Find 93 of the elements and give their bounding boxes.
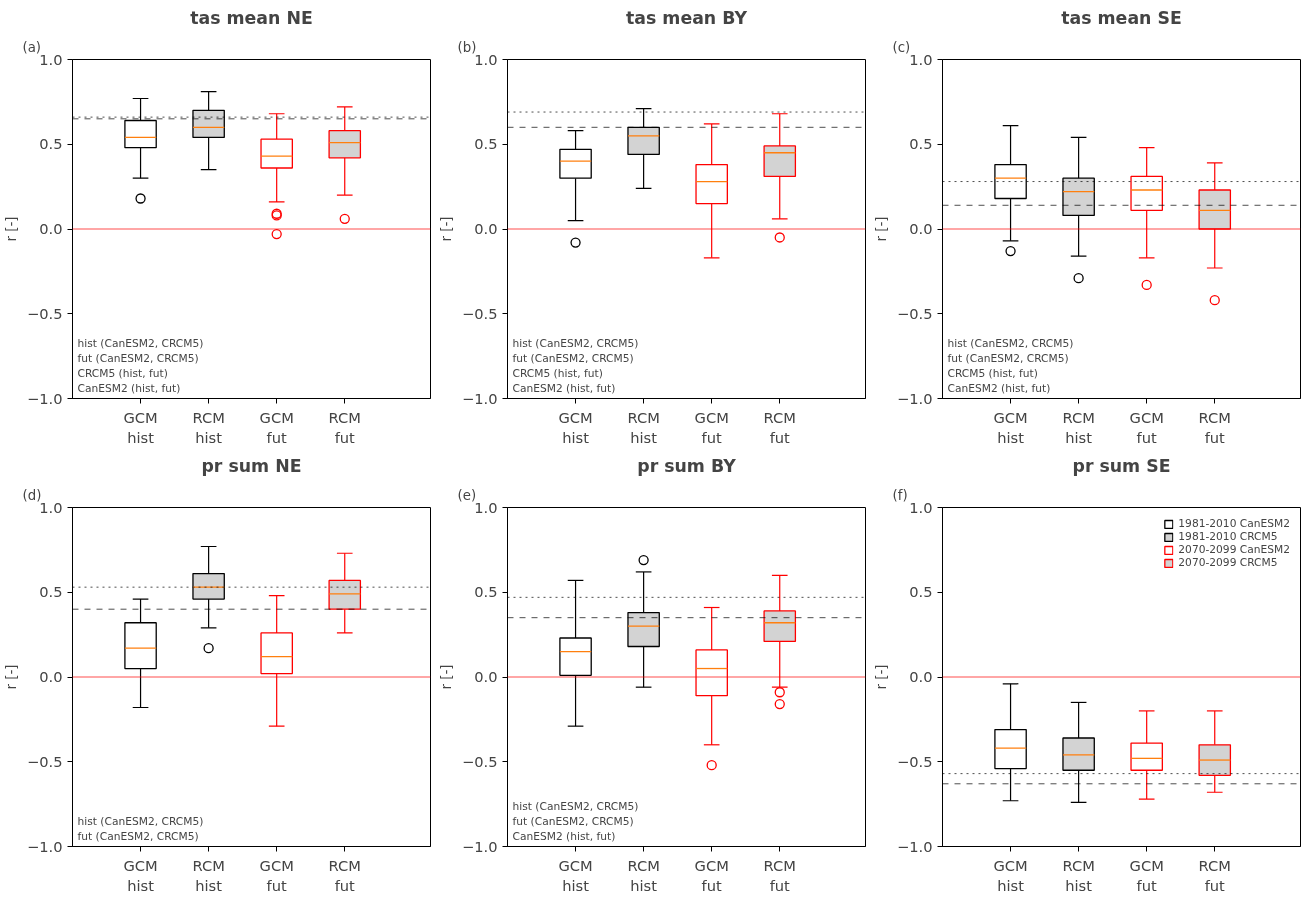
x-tick-label: GCM hist [993,856,1028,894]
y-tick-label: 1.0 [39,50,63,68]
y-tick-label: −0.5 [896,752,933,770]
y-axis-title: r [-] [3,216,19,242]
chart-subtitle: (e) [457,487,477,503]
chart-title: tas mean NE [190,7,313,28]
x-tick-label: GCM fut [1129,408,1164,446]
annotation: hist (CanESM2, CRCM5) [512,799,639,813]
y-tick-label: −1.0 [896,837,933,855]
chart-title: pr sum NE [201,455,302,476]
annotation: hist (CanESM2, CRCM5) [947,336,1074,350]
annotation: fut (CanESM2, CRCM5) [77,351,199,365]
x-tick-label: GCM fut [259,856,294,894]
x-tick-label: RCM hist [1062,856,1095,894]
y-axis-title: r [-] [873,216,889,242]
chart-title: pr sum BY [637,455,737,476]
y-tick-label: −1.0 [461,837,498,855]
x-tick-label: RCM fut [1198,856,1231,894]
y-tick-label: 0.0 [474,668,498,685]
y-tick-label: −1.0 [461,389,498,407]
x-tick-label: GCM fut [259,408,294,446]
annotation: hist (CanESM2, CRCM5) [77,814,204,828]
chart-subtitle: (a) [22,39,42,55]
annotation: CRCM5 (hist, fut) [947,366,1038,380]
y-tick-label: −0.5 [26,752,63,770]
y-tick-label: 0.5 [474,583,498,601]
y-tick-label: 1.0 [474,498,498,516]
legend-label: 1981-2010 CRCM5 [1178,530,1278,543]
y-tick-label: −0.5 [896,304,933,322]
annotation: hist (CanESM2, CRCM5) [77,336,204,350]
chart-title: tas mean SE [1061,7,1182,28]
chart-subtitle: (b) [457,39,477,55]
y-axis-title: r [-] [438,664,454,690]
x-tick-label: GCM hist [993,408,1028,446]
y-tick-label: 0.0 [909,668,933,685]
x-tick-label: GCM hist [123,408,158,446]
x-tick-label: RCM fut [763,856,796,894]
annotation: fut (CanESM2, CRCM5) [77,829,199,843]
y-tick-label: 1.0 [39,498,63,516]
annotation: CanESM2 (hist, fut) [512,381,616,395]
x-tick-label: GCM hist [558,408,593,446]
legend-label: 2070-2099 CanESM2 [1178,543,1290,556]
x-tick-label: RCM fut [763,408,796,446]
annotation: hist (CanESM2, CRCM5) [512,336,639,350]
y-tick-label: −1.0 [26,389,63,407]
y-tick-label: −0.5 [26,304,63,322]
x-tick-label: RCM hist [627,856,660,894]
x-tick-label: GCM fut [694,856,729,894]
x-tick-label: RCM fut [328,408,361,446]
y-tick-label: 0.5 [909,135,933,153]
y-tick-label: −1.0 [26,837,63,855]
chart-title: pr sum SE [1072,455,1171,476]
x-tick-label: GCM hist [123,856,158,894]
annotation: CRCM5 (hist, fut) [512,366,603,380]
chart-subtitle: (d) [22,487,42,503]
y-tick-label: 0.0 [474,220,498,237]
x-tick-label: RCM hist [627,408,660,446]
x-tick-label: RCM fut [1198,408,1231,446]
y-tick-label: 1.0 [909,498,933,516]
annotation: CanESM2 (hist, fut) [77,381,181,395]
legend-label: 2070-2099 CRCM5 [1178,556,1278,569]
y-tick-label: 0.0 [39,220,63,237]
y-tick-label: 0.5 [909,583,933,601]
y-tick-label: 0.0 [909,220,933,237]
x-tick-label: RCM fut [328,856,361,894]
chart-title: tas mean BY [626,7,748,28]
y-tick-label: 1.0 [474,50,498,68]
x-tick-label: GCM fut [694,408,729,446]
x-tick-label: GCM hist [558,856,593,894]
y-tick-label: 0.5 [39,135,63,153]
annotation: fut (CanESM2, CRCM5) [512,351,634,365]
x-tick-label: RCM hist [192,856,225,894]
x-tick-label: RCM hist [192,408,225,446]
y-tick-label: 0.0 [39,668,63,685]
annotation: fut (CanESM2, CRCM5) [947,351,1069,365]
annotation: CRCM5 (hist, fut) [77,366,168,380]
chart-subtitle: (f) [892,487,908,503]
legend-label: 1981-2010 CanESM2 [1178,517,1290,530]
y-axis-title: r [-] [873,664,889,690]
y-tick-label: 0.5 [39,583,63,601]
x-tick-label: GCM fut [1129,856,1164,894]
y-tick-label: 1.0 [909,50,933,68]
x-tick-label: RCM hist [1062,408,1095,446]
annotation: fut (CanESM2, CRCM5) [512,814,634,828]
annotation: CanESM2 (hist, fut) [512,829,616,843]
y-axis-title: r [-] [3,664,19,690]
chart-subtitle: (c) [892,39,911,55]
y-tick-label: −1.0 [896,389,933,407]
y-tick-label: −0.5 [461,304,498,322]
y-tick-label: −0.5 [461,752,498,770]
y-axis-title: r [-] [438,216,454,242]
y-tick-label: 0.5 [474,135,498,153]
annotation: CanESM2 (hist, fut) [947,381,1051,395]
